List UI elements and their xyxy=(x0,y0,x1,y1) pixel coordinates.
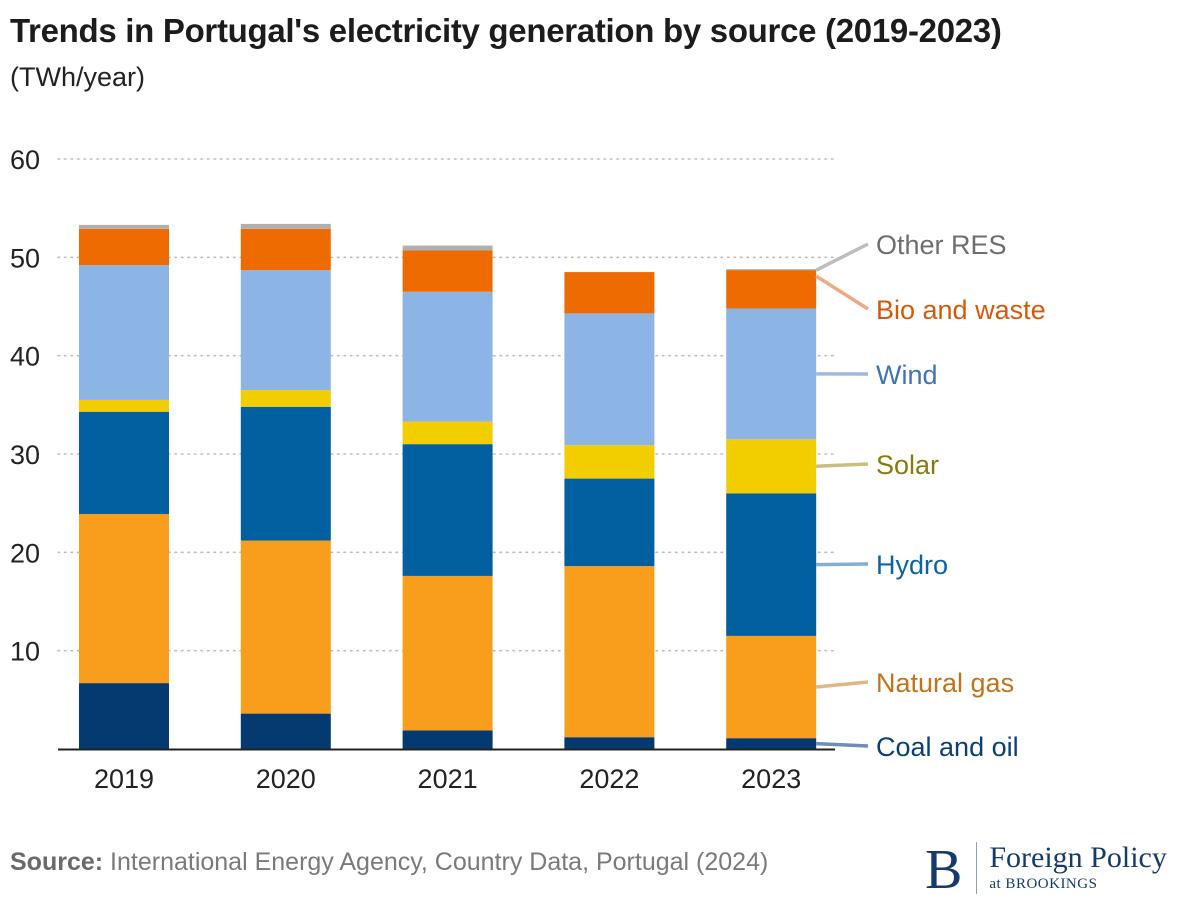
bar-segment-hydro xyxy=(564,478,655,567)
bar-stack-2019 xyxy=(79,224,169,749)
bar-segment-coal-and-oil xyxy=(564,737,655,749)
x-tick-label: 2022 xyxy=(579,764,639,794)
bar-segment-bio-and-waste xyxy=(79,228,169,266)
brookings-logo: B Foreign Policy at BROOKINGS xyxy=(925,842,1167,898)
series-label-bio-and-waste: Bio and waste xyxy=(876,295,1046,325)
bar-segment-other-res xyxy=(79,224,169,229)
x-tick-label: 2020 xyxy=(256,764,316,794)
source-label: Source: xyxy=(10,848,104,876)
bar-segment-wind xyxy=(564,313,655,446)
series-label-coal-and-oil: Coal and oil xyxy=(876,732,1019,762)
y-tick-label: 10 xyxy=(10,637,40,667)
bar-segment-bio-and-waste xyxy=(402,250,493,292)
bar-stack-2022 xyxy=(564,272,655,749)
bar-segment-bio-and-waste xyxy=(240,228,331,271)
bar-segment-wind xyxy=(726,308,817,440)
bar-stack-2021 xyxy=(402,245,493,749)
bar-segment-hydro xyxy=(240,406,331,541)
series-label-wind: Wind xyxy=(876,360,938,390)
bar-stack-2023 xyxy=(726,269,817,749)
bar-segment-hydro xyxy=(726,493,817,636)
logo-subtitle: at BROOKINGS xyxy=(989,876,1098,892)
source-text: International Energy Agency, Country Dat… xyxy=(103,848,769,876)
bar-segment-bio-and-waste xyxy=(726,270,817,309)
x-tick-label: 2019 xyxy=(94,764,154,794)
chart-title: Trends in Portugal's electricity generat… xyxy=(10,12,1002,49)
x-tick-label: 2023 xyxy=(741,764,801,794)
bar-segment-coal-and-oil xyxy=(726,738,817,749)
bar-segment-other-res xyxy=(726,269,817,271)
bar-segment-bio-and-waste xyxy=(564,272,655,314)
x-axis-ticks: 2019 2020 2021 2022 2023 xyxy=(94,764,801,794)
series-label-solar: Solar xyxy=(876,450,939,480)
bar-segment-wind xyxy=(79,265,169,400)
bar-segment-solar xyxy=(79,399,169,412)
bar-segment-natural-gas xyxy=(240,540,331,714)
bar-segment-solar xyxy=(240,390,331,407)
bar-segment-coal-and-oil xyxy=(402,730,493,749)
y-tick-label: 50 xyxy=(10,243,40,273)
series-label-other-res: Other RES xyxy=(876,230,1007,260)
bar-segment-other-res xyxy=(402,245,493,251)
bar-stack-2020 xyxy=(240,223,331,749)
bar-segment-hydro xyxy=(402,444,493,576)
leader-line xyxy=(815,274,869,311)
bar-segment-natural-gas xyxy=(402,575,493,731)
bar-segment-coal-and-oil xyxy=(240,713,331,749)
bars xyxy=(79,223,817,749)
bar-segment-wind xyxy=(240,270,331,391)
leader-line xyxy=(816,741,869,748)
bar-segment-natural-gas xyxy=(564,566,655,738)
series-labels: Coal and oil Natural gas Hydro Solar Wind Bio… xyxy=(815,230,1046,762)
stacked-bar-chart: 10 20 30 40 50 60 2019 2020 2021 2022 2023 Coal a… xyxy=(10,145,1046,794)
bar-segment-natural-gas xyxy=(726,635,817,739)
y-tick-label: 60 xyxy=(10,145,40,175)
y-axis-ticks: 10 20 30 40 50 60 xyxy=(10,145,40,667)
gridlines xyxy=(57,158,836,652)
y-tick-label: 20 xyxy=(10,538,40,568)
logo-name: Foreign Policy xyxy=(989,841,1167,874)
leader-line xyxy=(815,242,869,272)
bar-segment-hydro xyxy=(79,411,169,514)
source-note: Source: International Energy Agency, Cou… xyxy=(10,848,768,877)
bar-segment-wind xyxy=(402,291,493,422)
logo-wordmark: Foreign Policy at BROOKINGS xyxy=(977,843,1167,893)
leader-line xyxy=(816,562,869,567)
bar-segment-natural-gas xyxy=(79,513,169,684)
bar-segment-solar xyxy=(402,421,493,445)
x-tick-label: 2021 xyxy=(418,764,478,794)
bar-segment-solar xyxy=(726,439,817,494)
bar-segment-coal-and-oil xyxy=(79,683,169,749)
y-tick-label: 30 xyxy=(10,440,40,470)
chart-subtitle: (TWh/year) xyxy=(10,62,145,92)
bar-segment-other-res xyxy=(240,223,331,229)
logo-letter: B xyxy=(925,842,978,898)
leader-line xyxy=(816,680,869,689)
bar-segment-solar xyxy=(564,445,655,479)
y-tick-label: 40 xyxy=(10,342,40,372)
series-label-natural-gas: Natural gas xyxy=(876,668,1014,698)
series-label-hydro: Hydro xyxy=(876,550,948,580)
leader-line xyxy=(816,462,869,469)
